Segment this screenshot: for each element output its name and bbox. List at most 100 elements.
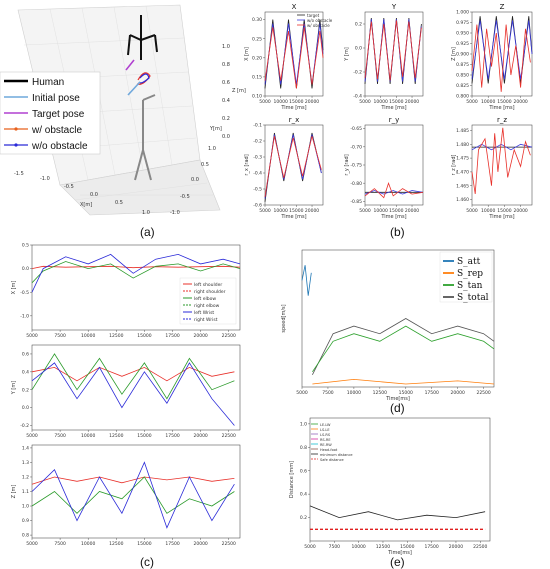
y-tick-label: 0.925 [456,41,469,47]
legend-b-x: target w/o obstacle w/ obstacle [297,13,333,28]
svg-text:1.0: 1.0 [208,146,216,152]
series-line-left-shoulder [31,366,235,382]
legend-target-pose: Target pose [32,109,85,120]
target-pose-arm [125,59,135,71]
svg-text:S_att: S_att [457,257,481,267]
x-tick-label: 10000 [81,333,95,339]
x-tick-label: 17500 [165,541,179,547]
legend-d: S_att S_rep S_tan S_total [439,251,493,303]
x-tick-label: 7500 [329,544,341,550]
svg-text:S_tan: S_tan [457,281,483,291]
x-tick-label: 17500 [424,544,438,550]
y-tick-label: 0.4 [22,369,29,375]
series-line-s-tan [312,325,495,373]
legend-without-obstacle: w/o obstacle [31,141,88,152]
y-tick-label: -0.2 [253,139,262,145]
x-axis-label: Time [ms] [280,214,306,220]
chart-2: 5000 10000 15000 20000 1.000 0.975 0.950 0.925 0… [451,3,533,111]
x-tick-label: 20000 [193,333,207,339]
y-axis-label: Z [m] [11,485,17,499]
chart-7: 5000 7500 10000 12500 15000 17500 20000 22500 0.… [11,344,241,439]
y-tick-label: 0.6 [22,352,29,358]
x-tick-label: 12500 [376,544,390,550]
x-tick-label: 20000 [513,99,527,105]
y-tick-label: 1.465 [456,183,469,189]
svg-text:-1.0: -1.0 [170,210,180,216]
series-line-left-shoulder [31,265,241,269]
x-tick-label: 10000 [81,433,95,439]
y-tick-label: 0.2 [300,515,307,521]
chart-4: 5000 10000 15000 20000 -0.65 -0.70 -0.75 -0.80 -… [344,116,424,220]
y-tick-label: 1.0 [300,421,307,427]
x-tick-label: 5000 [359,99,371,105]
x-tick-label: 10000 [374,208,388,214]
x-tick-label: 10000 [374,99,388,105]
x-tick-label: 22500 [222,433,236,439]
x-tick-label: 5000 [359,208,371,214]
x-tick-label: 5000 [466,208,478,214]
svg-text:LS-LE: LS-LE [320,428,330,432]
y-axis-label: Z [m] [451,47,457,61]
x-tick-label: 15000 [497,99,511,105]
y-tick-label: 1.460 [456,197,469,203]
x-tick-label: 22500 [222,333,236,339]
x-tick-label: 5000 [259,208,271,214]
series-line-left-wrist [31,461,235,529]
chart-title: Y [391,3,397,11]
svg-text:0.2: 0.2 [222,116,230,122]
svg-text:left elbow: left elbow [194,296,216,302]
y-axis-label: X [m] [244,47,250,61]
svg-text:left Wrist: left Wrist [194,310,214,316]
svg-text:0.8: 0.8 [222,62,230,68]
human-skeleton [127,15,158,60]
series-line-left-elbow [31,353,235,400]
series-line-w-obstacle [264,27,324,89]
y-tick-label: -0.85 [350,199,362,205]
series-line-w-obstacle [471,24,531,92]
x-axis-label: Time [ms] [488,105,514,111]
chart-title: Z [500,3,505,11]
plot-frame [309,417,491,542]
y-tick-label: -0.1 [253,123,262,129]
svg-text:target: target [307,13,320,18]
y-tick-label: 0.875 [456,62,469,68]
plot-frame [264,11,324,97]
svg-text:right Wrist: right Wrist [194,317,218,323]
y-tick-label: 1.2 [22,475,29,481]
y-axis-label: speed[m/s] [281,304,287,332]
y-tick-label: -0.75 [350,163,362,169]
series-line-target [264,132,322,202]
svg-text:0.6: 0.6 [222,80,230,86]
legend-initial-pose: Initial pose [32,93,80,104]
x-axis-label: Time [ms] [380,214,406,220]
x-tick-label: 5000 [26,333,38,339]
svg-text:RE-RW: RE-RW [320,443,332,447]
y-tick-label: 1.1 [22,489,29,495]
y-tick-label: 1.480 [456,142,469,148]
x-tick-label: 10000 [351,544,365,550]
y-tick-label: -0.65 [350,126,362,132]
x-tick-label: 15000 [400,544,414,550]
trajectory-without-obstacle [138,73,150,84]
svg-text:Head-foot: Head-foot [320,448,338,452]
x-tick-label: 15000 [289,99,303,105]
x-axis-label: Time [ms] [280,105,306,111]
y-tick-label: 0.10 [252,94,262,100]
y-tick-label: 1.0 [22,504,29,510]
x-tick-label: 15000 [497,208,511,214]
y-tick-label: 1.000 [456,10,469,16]
x-tick-label: 15000 [289,208,303,214]
plot-frame [31,344,241,431]
series-line-left-elbow [31,261,241,284]
y-tick-label: -0.70 [350,144,362,150]
x-tick-label: 22500 [222,541,236,547]
y-tick-label: 0.2 [22,387,29,393]
initial-pose-arm [127,81,141,96]
y-tick-label: 0.825 [456,83,469,89]
x-tick-label: 12500 [109,541,123,547]
y-tick-label: 0.2 [355,22,362,28]
panel-label-b: (b) [390,225,405,239]
x-tick-label: 7500 [54,333,66,339]
svg-text:minimum distance: minimum distance [320,453,353,457]
